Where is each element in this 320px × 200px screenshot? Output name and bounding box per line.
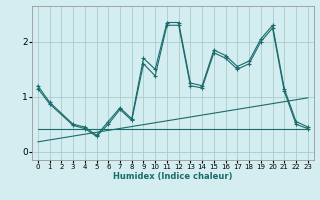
X-axis label: Humidex (Indice chaleur): Humidex (Indice chaleur) [113, 172, 233, 181]
